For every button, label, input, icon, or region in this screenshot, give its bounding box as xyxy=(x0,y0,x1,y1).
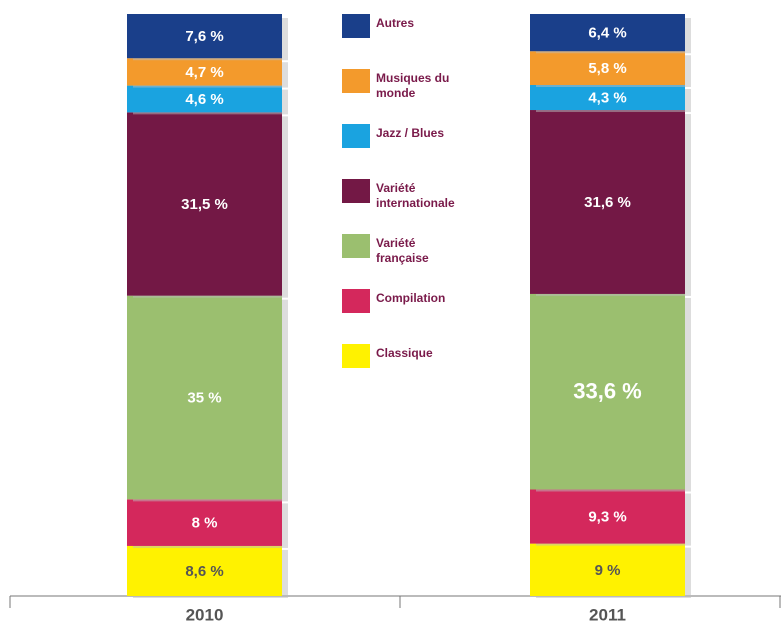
x-tick-label: 2010 xyxy=(186,605,224,624)
bar-segment xyxy=(127,58,282,86)
value-label: 8,6 % xyxy=(185,563,223,580)
legend-label: Variété internationale xyxy=(376,181,455,210)
value-label: 5,8 % xyxy=(588,60,626,77)
legend-label: Classique xyxy=(376,346,433,360)
value-label: 8 % xyxy=(192,515,218,532)
value-label: 9 % xyxy=(595,562,621,579)
legend-swatch xyxy=(342,14,370,38)
value-label: 4,6 % xyxy=(185,91,223,108)
bar-segment xyxy=(530,293,685,490)
value-label: 31,6 % xyxy=(584,194,631,211)
value-label: 4,3 % xyxy=(588,89,626,106)
bar-segment xyxy=(127,112,282,296)
legend-label: Compilation xyxy=(376,291,446,305)
bar-segment xyxy=(530,543,685,596)
value-label: 33,6 % xyxy=(573,379,642,404)
legend-swatch xyxy=(342,289,370,313)
value-label: 9,3 % xyxy=(588,509,626,526)
bar-segment xyxy=(127,85,282,113)
bar-segment xyxy=(127,545,282,596)
value-label: 4,7 % xyxy=(185,64,223,81)
legend-label: Variété française xyxy=(376,236,429,265)
value-label: 6,4 % xyxy=(588,25,626,42)
legend-swatch xyxy=(342,69,370,93)
bar-segment xyxy=(530,110,685,294)
bar-segment xyxy=(530,489,685,544)
legend-label: Autres xyxy=(376,16,415,30)
value-label: 7,6 % xyxy=(185,28,223,45)
bar-segment xyxy=(127,295,282,500)
legend-label: Musiques du monde xyxy=(376,71,450,100)
value-label: 35 % xyxy=(187,390,221,407)
bar-segment xyxy=(127,14,282,59)
legend-swatch xyxy=(342,124,370,148)
bar-segment xyxy=(127,499,282,546)
bar-segment xyxy=(530,85,685,111)
legend-swatch xyxy=(342,234,370,258)
legend-swatch xyxy=(342,179,370,203)
x-tick-label: 2011 xyxy=(589,605,626,624)
legend-label: Jazz / Blues xyxy=(376,126,445,140)
legend-swatch xyxy=(342,344,370,368)
value-label: 31,5 % xyxy=(181,196,228,213)
bar-segment xyxy=(530,51,685,86)
bar-segment xyxy=(530,14,685,52)
